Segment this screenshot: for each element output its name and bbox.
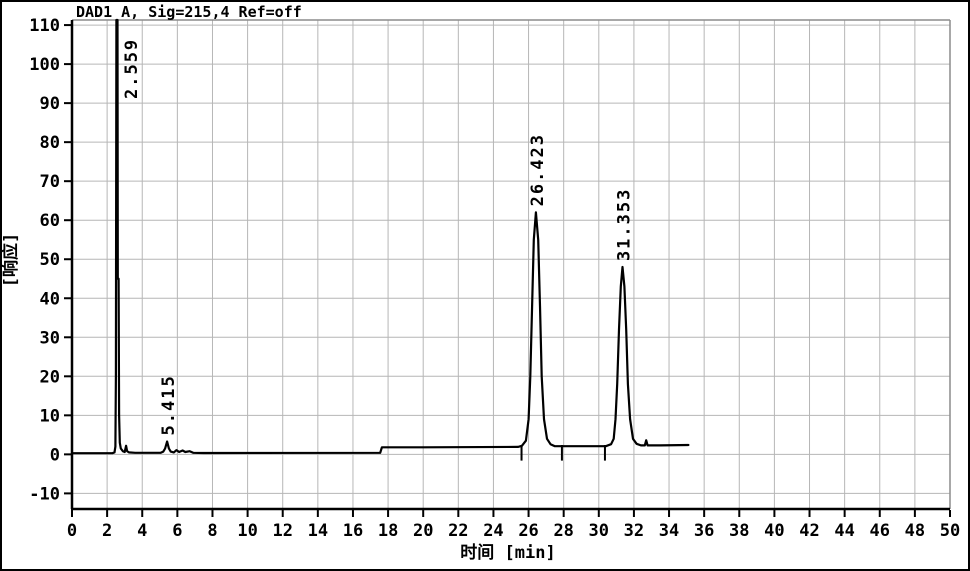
x-tick-label: 18 [378,521,398,541]
x-tick-label: 14 [308,521,328,541]
y-tick-label: 10 [40,406,60,426]
x-tick-label: 4 [137,521,147,541]
x-tick-label: 30 [589,521,609,541]
x-tick-label: 44 [834,521,854,541]
axis-tick-marks [64,24,951,517]
x-tick-label: 32 [624,521,644,541]
chromatogram-trace [70,18,690,455]
x-tick-label: 48 [905,521,925,541]
plot-borders [70,19,951,511]
y-tick-label: 70 [40,172,60,192]
x-tick-label: 6 [172,521,182,541]
x-axis-tick-labels: 0 2 4 6 8 10 12 14 16 18 20 22 24 26 28 30 32 34 36 38 40 42 4… [67,521,960,541]
x-tick-label: 26 [518,521,538,541]
x-tick-label: 2 [102,521,112,541]
chart-title: DAD1 A, Sig=215,4 Ref=off [76,3,302,21]
x-tick-label: 8 [207,521,217,541]
y-tick-label: 40 [40,289,60,309]
y-tick-label: 90 [40,94,60,114]
peak-label: 26.423 [528,133,548,206]
x-tick-label: 20 [413,521,433,541]
peak-label: 31.353 [615,188,635,261]
y-tick-label: 50 [40,250,60,270]
peak-label: 5.415 [159,374,179,435]
signal-trace [70,18,690,461]
y-tick-label: 100 [29,55,60,75]
x-tick-label: 0 [67,521,77,541]
y-axis-tick-labels: -10 0 10 20 30 40 50 60 70 80 90 100 110 [29,16,60,504]
x-tick-label: 12 [272,521,292,541]
x-tick-label: 42 [799,521,819,541]
y-tick-label: 80 [40,133,60,153]
y-tick-label: 20 [40,367,60,387]
x-tick-label: 10 [237,521,257,541]
x-tick-label: 40 [764,521,784,541]
y-tick-label: 30 [40,328,60,348]
x-tick-label: 36 [694,521,714,541]
x-tick-label: 50 [940,521,960,541]
x-tick-label: 38 [729,521,749,541]
x-tick-label: 34 [659,521,679,541]
x-tick-label: 46 [870,521,890,541]
x-tick-label: 16 [343,521,363,541]
peak-labels: 2.559 5.415 26.423 31.353 [122,38,635,436]
x-tick-label: 22 [448,521,468,541]
y-tick-label: 110 [29,16,60,36]
y-tick-label: -10 [29,484,60,504]
x-tick-label: 24 [483,521,503,541]
peak-label: 2.559 [122,38,142,99]
y-tick-label: 60 [40,211,60,231]
x-tick-label: 28 [553,521,573,541]
y-tick-label: 0 [50,445,60,465]
x-axis-title: 时间 [min] [460,542,555,563]
y-axis-title: [响应] [2,233,21,287]
